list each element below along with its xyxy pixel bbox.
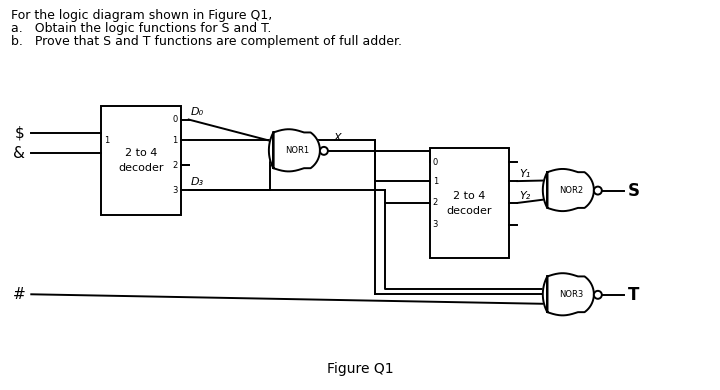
Text: D₃: D₃ [191, 177, 204, 187]
Bar [430, 148, 510, 257]
Text: NOR1: NOR1 [285, 146, 310, 155]
Text: For the logic diagram shown in Figure Q1,: For the logic diagram shown in Figure Q1… [12, 9, 273, 22]
Text: $: $ [14, 126, 24, 141]
Text: S: S [628, 182, 640, 200]
Text: a.   Obtain the logic functions for S and T.: a. Obtain the logic functions for S and … [12, 22, 271, 35]
Text: #: # [13, 287, 26, 302]
Circle shape [594, 291, 602, 299]
Text: 2: 2 [173, 161, 178, 170]
Text: NOR3: NOR3 [559, 290, 583, 299]
Text: 3: 3 [433, 220, 438, 229]
Text: Figure Q1: Figure Q1 [327, 362, 393, 376]
Text: Y₁: Y₁ [519, 169, 531, 179]
Polygon shape [543, 273, 594, 316]
Text: 3: 3 [172, 186, 178, 195]
Text: decoder: decoder [447, 206, 492, 216]
Text: 1: 1 [173, 136, 178, 145]
Text: 1: 1 [104, 136, 109, 145]
Text: decoder: decoder [118, 163, 163, 173]
Text: 2 to 4: 2 to 4 [125, 148, 157, 158]
Text: D₀: D₀ [191, 106, 204, 117]
Text: Y₂: Y₂ [519, 191, 531, 201]
Polygon shape [543, 169, 594, 211]
Polygon shape [269, 129, 320, 172]
Text: NOR2: NOR2 [559, 186, 583, 195]
Text: X: X [334, 133, 341, 143]
Text: b.   Prove that S and T functions are complement of full adder.: b. Prove that S and T functions are comp… [12, 35, 402, 48]
Text: 1: 1 [433, 177, 438, 186]
Text: 2 to 4: 2 to 4 [454, 191, 486, 201]
Text: T: T [628, 286, 639, 304]
Bar [101, 106, 181, 215]
Text: 2: 2 [433, 199, 438, 207]
Circle shape [594, 186, 602, 195]
Text: &: & [13, 146, 25, 161]
Circle shape [320, 147, 328, 155]
Text: 0: 0 [173, 115, 178, 124]
Text: 0: 0 [433, 158, 438, 167]
